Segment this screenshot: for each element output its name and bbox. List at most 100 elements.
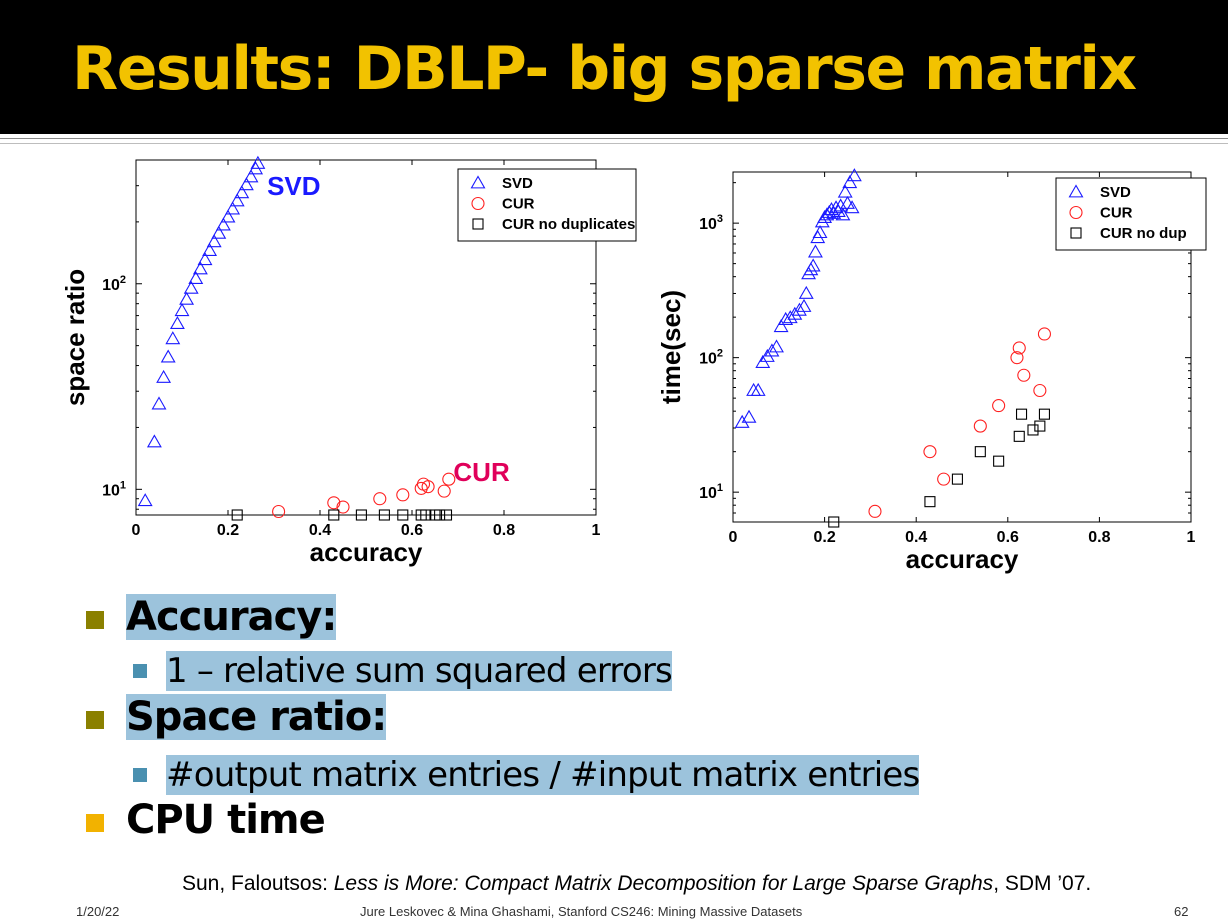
right-point-square xyxy=(828,516,840,528)
left-point-circle xyxy=(327,496,341,510)
bullet-accuracy-sub: 1 – relative sum squared errors xyxy=(166,651,673,691)
left-point-triangle xyxy=(156,369,172,383)
right-point-triangle xyxy=(782,310,798,324)
left-legend-marker-square xyxy=(472,218,484,230)
sub-bullet-square-icon xyxy=(133,768,147,782)
right-point-triangle xyxy=(798,285,814,299)
bullet-accuracy-label: Accuracy: xyxy=(126,594,337,640)
right-point-triangle xyxy=(844,200,860,214)
right-point-circle xyxy=(1010,351,1024,365)
left-y-tick-label: 101 xyxy=(102,479,126,499)
left-point-triangle xyxy=(202,242,218,257)
left-point-circle xyxy=(437,484,451,498)
left-point-square xyxy=(328,509,340,521)
footer-date: 1/20/22 xyxy=(76,904,120,919)
right-y-tick-exponent: 2 xyxy=(717,348,723,360)
left-point-triangle xyxy=(229,193,245,207)
left-legend-label: CUR no duplicates xyxy=(502,216,635,233)
left-x-tick-label: 0.8 xyxy=(493,522,515,539)
right-legend-marker-circle xyxy=(1069,205,1083,220)
right-point-triangle xyxy=(846,168,862,182)
left-point-triangle xyxy=(146,434,162,448)
right-point-triangle xyxy=(750,382,766,396)
left-point-square xyxy=(355,509,367,521)
left-y-tick-exponent: 1 xyxy=(120,479,126,491)
right-point-circle xyxy=(973,419,987,433)
right-point-triangle xyxy=(821,204,837,218)
left-point-triangle xyxy=(179,291,195,305)
left-point-circle xyxy=(272,504,286,519)
right-x-tick-label: 0.8 xyxy=(1088,529,1110,546)
left-point-triangle xyxy=(234,185,250,199)
left-point-triangle xyxy=(151,396,167,410)
right-point-triangle xyxy=(833,198,849,212)
bullet-space-ratio-sub: #output matrix entries / #input matrix e… xyxy=(166,755,920,795)
left-point-triangle xyxy=(215,217,231,231)
left-y-tick-base: 10 xyxy=(102,482,120,499)
citation-venue: , SDM ’07. xyxy=(993,872,1092,895)
right-point-square xyxy=(924,496,936,508)
sub-bullet-square-icon xyxy=(133,664,147,678)
left-point-triangle xyxy=(192,261,208,275)
title-divider xyxy=(0,138,1228,144)
right-point-triangle xyxy=(769,339,784,353)
citation-title: Less is More: Compact Matrix Decompositi… xyxy=(333,872,994,895)
right-y-tick-exponent: 3 xyxy=(717,213,723,225)
left-legend-marker-triangle xyxy=(470,175,486,189)
bullet-cpu-time-label: CPU time xyxy=(126,797,326,843)
left-point-square xyxy=(378,509,390,521)
right-point-triangle xyxy=(773,319,789,333)
left-point-triangle xyxy=(220,209,236,223)
right-y-tick-base: 10 xyxy=(699,485,717,502)
left-legend-marker-circle xyxy=(471,196,485,211)
left-point-triangle xyxy=(137,493,153,507)
right-point-triangle xyxy=(796,298,812,312)
left-point-circle xyxy=(336,500,350,514)
left-point-circle xyxy=(421,480,435,494)
left-x-tick-label: 0.6 xyxy=(401,522,423,539)
right-point-circle xyxy=(1017,368,1031,382)
right-point-triangle xyxy=(807,244,823,258)
left-x-axis-label: accuracy xyxy=(310,537,423,567)
citation: Sun, Faloutsos: Less is More: Compact Ma… xyxy=(182,872,1091,896)
right-point-square xyxy=(1013,430,1025,442)
bullet-space-ratio-label: Space ratio: xyxy=(126,694,387,740)
right-x-axis-label: accuracy xyxy=(906,544,1019,574)
right-point-circle xyxy=(923,445,937,459)
left-point-triangle xyxy=(250,155,266,169)
title-bar: Results: DBLP- big sparse matrix xyxy=(0,0,1228,134)
right-point-circle xyxy=(1033,383,1047,398)
right-x-tick-label: 0.6 xyxy=(997,529,1019,546)
right-point-circle xyxy=(1037,327,1051,341)
right-point-triangle xyxy=(791,302,807,316)
footer-page-number: 62 xyxy=(1174,904,1189,919)
slide-title: Results: DBLP- big sparse matrix xyxy=(72,34,1137,104)
right-legend-marker-triangle xyxy=(1068,184,1084,198)
footer-credit: Jure Leskovec & Mina Ghashami, Stanford … xyxy=(360,904,803,919)
left-legend-box xyxy=(457,168,637,242)
left-y-tick-exponent: 2 xyxy=(120,274,126,286)
left-point-square xyxy=(397,509,409,521)
right-x-tick-label: 1 xyxy=(1187,529,1196,546)
right-point-triangle xyxy=(835,207,851,221)
right-point-square xyxy=(1015,408,1028,420)
left-point-triangle xyxy=(225,201,241,215)
left-point-triangle xyxy=(160,349,176,363)
citation-authors: Sun, Faloutsos: xyxy=(182,872,334,895)
right-point-triangle xyxy=(837,184,853,198)
right-point-triangle xyxy=(842,175,858,189)
left-x-tick-label: 1 xyxy=(592,522,601,539)
right-y-tick-base: 10 xyxy=(699,216,717,233)
right-legend-marker-square xyxy=(1070,227,1082,239)
left-point-circle xyxy=(442,472,456,486)
left-point-square xyxy=(440,509,453,521)
right-point-triangle xyxy=(812,225,828,239)
right-legend-label: CUR no dup xyxy=(1100,225,1187,242)
bullet-square-icon xyxy=(86,711,104,729)
left-y-axis-label: space ratio xyxy=(60,269,90,406)
right-point-square xyxy=(993,455,1005,467)
right-point-square xyxy=(974,446,986,458)
right-point-circle xyxy=(868,504,882,518)
right-x-tick-label: 0.4 xyxy=(905,529,927,546)
left-point-triangle xyxy=(238,177,254,191)
